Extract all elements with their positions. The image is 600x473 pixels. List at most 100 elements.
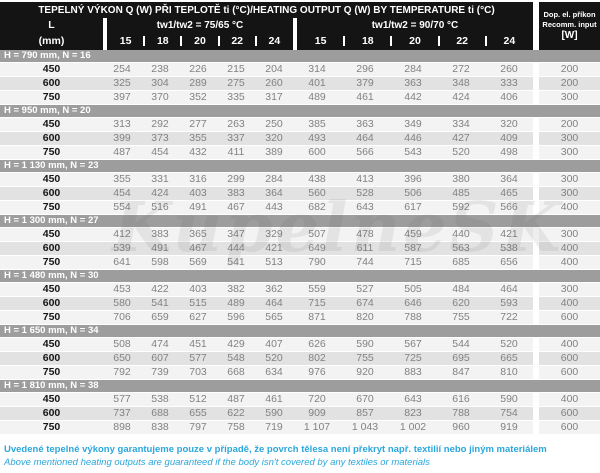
row-length-cell: 600 (42, 407, 61, 419)
output-value-cell: 539 (113, 242, 131, 254)
output-value-cell: 838 (151, 421, 169, 433)
input-power-cell: 600 (560, 311, 579, 323)
output-value-cell: 411 (227, 146, 245, 158)
output-value-cell: 226 (189, 63, 207, 75)
output-value-cell: 737 (113, 407, 131, 419)
output-value-cell: 898 (113, 421, 131, 433)
output-value-cell: 406 (500, 91, 518, 103)
output-value-cell: 527 (356, 283, 374, 295)
output-value-cell: 438 (308, 173, 326, 185)
output-value-cell: 1 043 (351, 421, 379, 433)
output-value-cell: 620 (452, 297, 470, 309)
input-power-cell: 400 (560, 297, 579, 309)
output-value-cell: 507 (308, 228, 326, 240)
output-value-cell: 960 (452, 421, 470, 433)
row-length-cell: 750 (42, 146, 61, 158)
output-value-cell: 454 (113, 187, 131, 199)
output-value-cell: 215 (227, 63, 245, 75)
column-gap (533, 311, 539, 324)
output-value-cell: 513 (265, 256, 283, 268)
output-value-cell: 587 (404, 242, 422, 254)
output-value-cell: 347 (227, 228, 245, 240)
row-length-cell: 450 (42, 283, 61, 295)
column-gap (533, 242, 539, 255)
output-value-cell: 461 (265, 393, 283, 405)
output-value-cell: 349 (404, 118, 422, 130)
output-value-cell: 655 (189, 407, 207, 419)
column-gap (533, 366, 539, 379)
output-value-cell: 474 (151, 338, 169, 350)
table-row: 450 577 538 512 487 461 720 670 643 616 590 400 (0, 393, 600, 407)
column-gap (533, 407, 539, 420)
input-power-cell: 200 (560, 118, 579, 130)
output-value-cell: 528 (356, 187, 374, 199)
output-value-cell: 275 (227, 77, 245, 89)
output-value-cell: 385 (308, 118, 326, 130)
output-value-cell: 464 (265, 297, 283, 309)
output-value-cell: 792 (113, 366, 131, 378)
footer-note-en: Above mentioned heating outputs are guar… (4, 457, 430, 468)
table-row: 750 792 739 703 668 634 976 920 883 847 810 600 (0, 366, 600, 380)
section-header: H = 790 mm, N = 16 (0, 50, 600, 63)
output-value-cell: 333 (500, 77, 518, 89)
output-value-cell: 277 (189, 118, 207, 130)
output-value-cell: 464 (500, 283, 518, 295)
output-value-cell: 348 (452, 77, 470, 89)
output-value-cell: 627 (189, 311, 207, 323)
output-value-cell: 432 (189, 146, 207, 158)
output-value-cell: 421 (500, 228, 518, 240)
input-power-cell: 400 (560, 393, 579, 405)
group-75-65-label: tw1/tw2 = 75/65 °C (156, 20, 244, 31)
output-value-cell: 465 (500, 187, 518, 199)
output-value-cell: 478 (356, 228, 374, 240)
output-value-cell: 541 (151, 297, 169, 309)
output-value-cell: 674 (356, 297, 374, 309)
output-value-cell: 373 (151, 132, 169, 144)
output-value-cell: 590 (500, 393, 518, 405)
output-value-cell: 412 (113, 228, 131, 240)
output-value-cell: 493 (308, 132, 326, 144)
row-length-cell: 600 (42, 297, 61, 309)
output-value-cell: 260 (265, 77, 283, 89)
table-row: 450 355 331 316 299 284 438 413 396 380 364 300 (0, 173, 600, 187)
output-value-cell: 820 (356, 311, 374, 323)
output-value-cell: 383 (227, 187, 245, 199)
input-power-cell: 300 (560, 91, 579, 103)
output-value-cell: 641 (113, 256, 131, 268)
output-value-cell: 541 (227, 256, 245, 268)
input-power-cell: 300 (560, 187, 579, 199)
output-value-cell: 643 (404, 393, 422, 405)
output-value-cell: 847 (452, 366, 470, 378)
output-value-cell: 250 (265, 118, 283, 130)
table-row: 450 453 422 403 382 362 559 527 505 484 464 300 (0, 283, 600, 297)
column-gap (533, 338, 539, 351)
row-length-cell: 600 (42, 242, 61, 254)
recommended-input-header: Dop. el. příkon Recomm. input [W] (539, 2, 600, 50)
column-gap (533, 63, 539, 76)
output-value-cell: 719 (265, 421, 283, 433)
output-value-cell: 617 (404, 201, 422, 213)
table-row: 750 898 838 797 758 719 1 107 1 043 1 002 960 919 6… (0, 421, 600, 435)
output-value-cell: 788 (404, 311, 422, 323)
output-value-cell: 665 (500, 352, 518, 364)
table-row: 450 508 474 451 429 407 626 590 567 544 520 400 (0, 338, 600, 352)
temp-column-header: 24 (484, 33, 533, 50)
output-value-cell: 506 (404, 187, 422, 199)
output-value-cell: 487 (113, 146, 131, 158)
footer-note: Uvedené tepelné výkony garantujeme pouze… (0, 435, 600, 473)
table-row: 600 650 607 577 548 520 802 755 725 695 665 600 (0, 352, 600, 366)
output-value-cell: 685 (452, 256, 470, 268)
column-gap (533, 146, 539, 159)
output-value-cell: 484 (452, 283, 470, 295)
output-value-cell: 352 (189, 91, 207, 103)
output-value-cell: 314 (308, 63, 326, 75)
input-power-cell: 300 (560, 283, 579, 295)
temp-column-header: 20 (390, 33, 438, 50)
output-value-cell: 316 (189, 173, 207, 185)
output-value-cell: 487 (227, 393, 245, 405)
output-value-cell: 454 (151, 146, 169, 158)
output-value-cell: 238 (151, 63, 169, 75)
table-row: 450 254 238 226 215 204 314 296 284 272 260 200 (0, 63, 600, 77)
output-value-cell: 580 (113, 297, 131, 309)
